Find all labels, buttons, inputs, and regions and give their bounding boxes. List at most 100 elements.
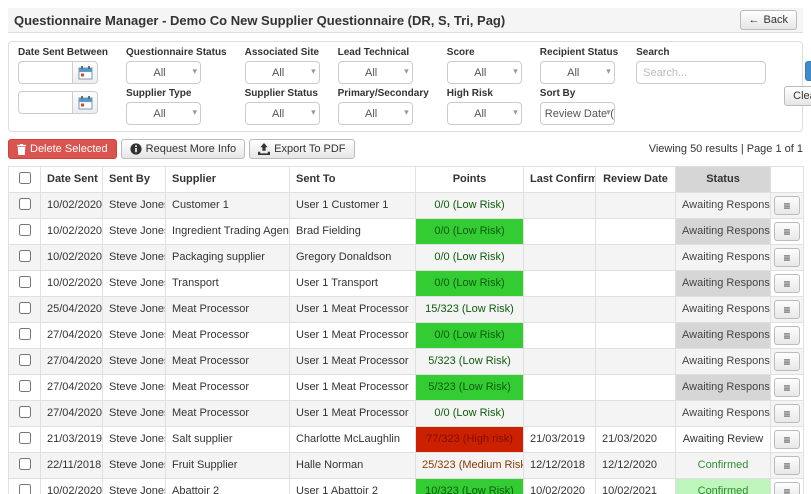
row-checkbox[interactable]: [18, 458, 31, 470]
cell-supplier: Meat Processor: [165, 400, 290, 427]
cell-sent-to: User 1 Meat Processor: [289, 322, 416, 349]
cell-sent-by: Steve Jones: [102, 270, 166, 297]
table-row: 10/02/2020 Steve Jones Transport User 1 …: [8, 270, 804, 297]
column-header-date-sent: Date Sent: [40, 166, 103, 193]
row-checkbox[interactable]: [18, 432, 31, 444]
row-checkbox[interactable]: [18, 302, 31, 314]
date-from-calendar-button[interactable]: [72, 61, 98, 84]
back-button[interactable]: ← Back: [739, 10, 797, 30]
recipient-status-select[interactable]: All ▾: [539, 61, 615, 84]
cell-status: Awaiting Review: [675, 426, 771, 453]
row-checkbox[interactable]: [18, 276, 31, 288]
cell-sent-by: Steve Jones: [102, 296, 166, 323]
cell-sent-by: Steve Jones: [102, 374, 166, 401]
sort-by-select[interactable]: Review Date (Ascen ▾: [539, 102, 615, 125]
hamburger-menu-icon: ≡: [783, 380, 791, 395]
row-menu-button[interactable]: ≡: [774, 430, 800, 449]
date-to-input[interactable]: [18, 91, 72, 114]
row-menu-button[interactable]: ≡: [774, 404, 800, 423]
score-select[interactable]: All ▾: [446, 61, 522, 84]
date-from-input[interactable]: [18, 61, 72, 84]
lead-technical-label: Lead Technical: [337, 47, 410, 58]
questionnaire-status-select[interactable]: All ▾: [126, 61, 202, 84]
date-to-group: [18, 91, 108, 114]
associated-site-select[interactable]: All ▾: [244, 61, 320, 84]
filter-button[interactable]: Filter: [805, 61, 811, 81]
row-checkbox[interactable]: [18, 198, 31, 210]
questionnaire-status-label: Questionnaire Status: [126, 47, 227, 58]
column-header-sent-by: Sent By: [102, 166, 166, 193]
cell-last-confirmed: [523, 218, 596, 245]
high-risk-select[interactable]: All ▾: [446, 102, 522, 125]
supplier-type-select[interactable]: All ▾: [126, 102, 202, 125]
row-menu-button[interactable]: ≡: [774, 482, 800, 494]
supplier-status-select[interactable]: All ▾: [244, 102, 320, 125]
cell-sent-to: User 1 Meat Processor: [289, 348, 416, 375]
row-checkbox[interactable]: [18, 380, 31, 392]
questionnaire-status-value: All: [153, 66, 166, 79]
export-to-pdf-button[interactable]: Export To PDF: [249, 139, 355, 159]
hamburger-menu-icon: ≡: [783, 458, 791, 473]
cell-last-confirmed: 10/02/2020: [523, 478, 596, 494]
cell-review-date: 12/12/2020: [595, 452, 676, 479]
row-menu-button[interactable]: ≡: [774, 196, 800, 215]
cell-last-confirmed: [523, 374, 596, 401]
cell-review-date: [595, 218, 676, 245]
row-checkbox[interactable]: [18, 250, 31, 262]
select-all-checkbox[interactable]: [18, 172, 31, 184]
chevron-down-icon: ▾: [311, 107, 316, 117]
sort-by-value: Review Date (Ascen: [544, 107, 614, 120]
cell-supplier: Transport: [165, 270, 290, 297]
cell-status: Confirmed: [675, 452, 771, 479]
primary-secondary-select[interactable]: All ▾: [337, 102, 413, 125]
cell-last-confirmed: [523, 322, 596, 349]
row-checkbox[interactable]: [18, 484, 31, 494]
title-bar: Questionnaire Manager - Demo Co New Supp…: [8, 8, 803, 33]
row-checkbox[interactable]: [18, 224, 31, 236]
search-input[interactable]: [636, 61, 767, 84]
chevron-down-icon: ▾: [311, 66, 316, 76]
row-menu-button[interactable]: ≡: [774, 378, 800, 397]
cell-date-sent: 10/02/2020: [40, 478, 103, 494]
cell-supplier: Ingredient Trading Agent: [165, 218, 290, 245]
lead-technical-select[interactable]: All ▾: [337, 61, 413, 84]
calendar-icon: [78, 96, 92, 110]
cell-last-confirmed: [523, 296, 596, 323]
cell-sent-by: Steve Jones: [102, 348, 166, 375]
cell-sent-by: Steve Jones: [102, 400, 166, 427]
row-checkbox[interactable]: [18, 328, 31, 340]
hamburger-menu-icon: ≡: [783, 432, 791, 447]
cell-sent-to: Charlotte McLaughlin: [289, 426, 416, 453]
row-checkbox[interactable]: [18, 354, 31, 366]
date-to-calendar-button[interactable]: [72, 91, 98, 114]
cell-review-date: [595, 270, 676, 297]
cell-sent-to: Halle Norman: [289, 452, 416, 479]
row-menu-button[interactable]: ≡: [774, 274, 800, 293]
cell-sent-to: User 1 Meat Processor: [289, 400, 416, 427]
row-checkbox[interactable]: [18, 406, 31, 418]
chevron-down-icon: ▾: [606, 66, 611, 76]
hamburger-menu-icon: ≡: [783, 354, 791, 369]
delete-selected-button[interactable]: Delete Selected: [8, 139, 117, 159]
row-menu-button[interactable]: ≡: [774, 326, 800, 345]
row-menu-button[interactable]: ≡: [774, 300, 800, 319]
chevron-down-icon: ▾: [513, 66, 518, 76]
row-menu-button[interactable]: ≡: [774, 352, 800, 371]
supplier-type-value: All: [153, 107, 166, 120]
row-menu-button[interactable]: ≡: [774, 248, 800, 267]
export-icon: [258, 143, 271, 155]
row-menu-button[interactable]: ≡: [774, 456, 800, 475]
request-more-info-button[interactable]: Request More Info: [120, 139, 246, 159]
clear-filters-button[interactable]: Clear Filters: [784, 86, 811, 106]
cell-status: Awaiting Response: [675, 192, 771, 219]
table-row: 25/04/2020 Steve Jones Meat Processor Us…: [8, 296, 804, 323]
cell-sent-to: User 1 Meat Processor: [289, 374, 416, 401]
cell-sent-to: User 1 Meat Processor: [289, 296, 416, 323]
cell-date-sent: 22/11/2018: [40, 452, 103, 479]
cell-points: 0/0 (Low Risk): [415, 400, 524, 427]
hamburger-menu-icon: ≡: [783, 250, 791, 265]
row-menu-button[interactable]: ≡: [774, 222, 800, 241]
primary-secondary-value: All: [364, 107, 378, 120]
cell-last-confirmed: [523, 244, 596, 271]
cell-sent-to: Brad Fielding: [289, 218, 416, 245]
